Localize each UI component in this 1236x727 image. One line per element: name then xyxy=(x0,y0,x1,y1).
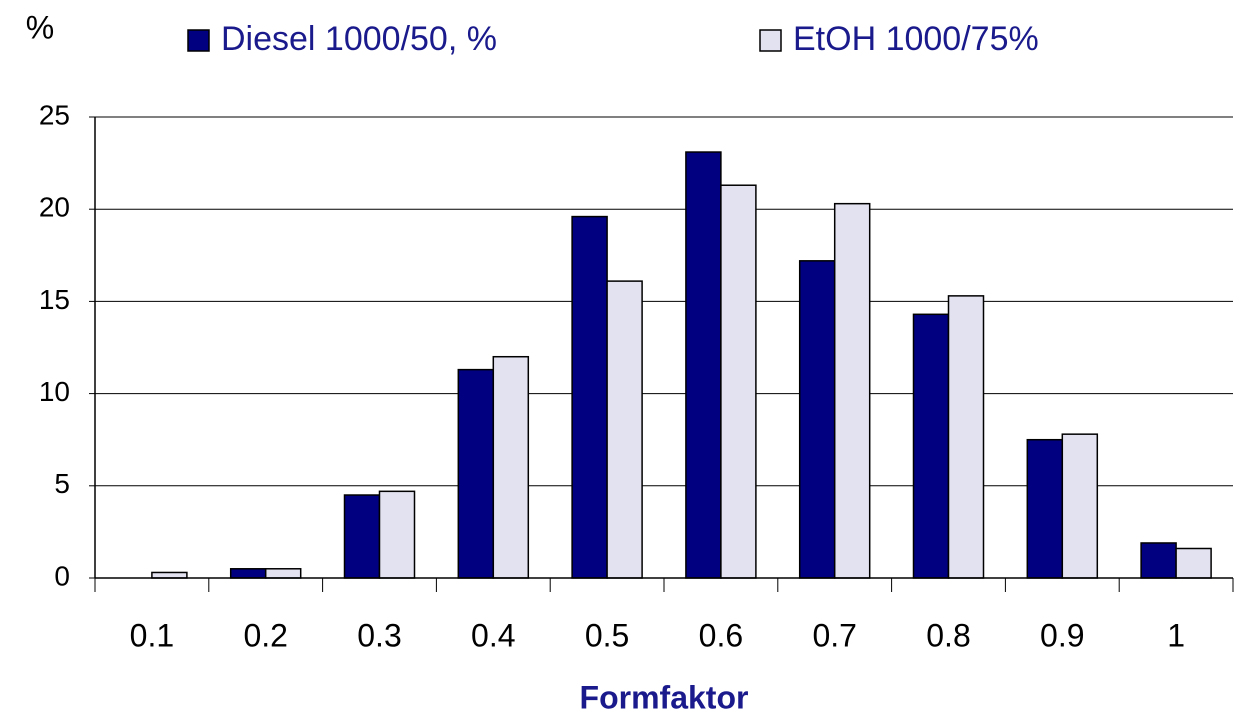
y-tick-label: 10 xyxy=(39,376,70,407)
bar xyxy=(833,202,871,579)
x-axis-label: Formfaktor xyxy=(580,679,749,715)
x-tick-label: 0.8 xyxy=(926,617,970,653)
x-tick-label: 0.9 xyxy=(1040,617,1084,653)
x-tick-label: 0.5 xyxy=(585,617,629,653)
x-tick-label: 0.2 xyxy=(243,617,287,653)
bar xyxy=(151,571,188,579)
legend-swatch xyxy=(759,29,782,52)
bar xyxy=(492,355,530,579)
bar xyxy=(606,280,643,579)
bar xyxy=(1175,547,1212,579)
bar xyxy=(378,490,416,579)
legend-label: EtOH 1000/75% xyxy=(793,20,1039,58)
bar xyxy=(947,295,985,579)
y-tick-label: 0 xyxy=(54,560,70,591)
bar xyxy=(1140,542,1177,579)
bar xyxy=(457,368,495,579)
y-tick-label: 20 xyxy=(39,192,70,223)
x-tick-label: 0.4 xyxy=(471,617,515,653)
bar xyxy=(229,568,267,579)
bar xyxy=(264,568,302,579)
bar xyxy=(798,260,836,579)
x-tick-label: 0.1 xyxy=(130,617,174,653)
bar xyxy=(912,313,950,579)
bar xyxy=(571,215,608,579)
y-axis-label: % xyxy=(26,9,54,45)
x-tick-label: 0.6 xyxy=(699,617,743,653)
y-tick-label: 5 xyxy=(54,468,70,499)
legend-swatch xyxy=(187,29,210,52)
bar xyxy=(685,151,722,579)
bar xyxy=(1061,433,1099,579)
bar xyxy=(343,494,381,579)
bar xyxy=(720,184,757,579)
y-tick-label: 25 xyxy=(39,99,70,130)
legend-label: Diesel 1000/50, % xyxy=(221,20,497,58)
x-tick-label: 1 xyxy=(1167,617,1185,653)
y-tick-label: 15 xyxy=(39,284,70,315)
bar xyxy=(1026,438,1064,579)
x-tick-label: 0.3 xyxy=(357,617,401,653)
x-tick-label: 0.7 xyxy=(812,617,856,653)
